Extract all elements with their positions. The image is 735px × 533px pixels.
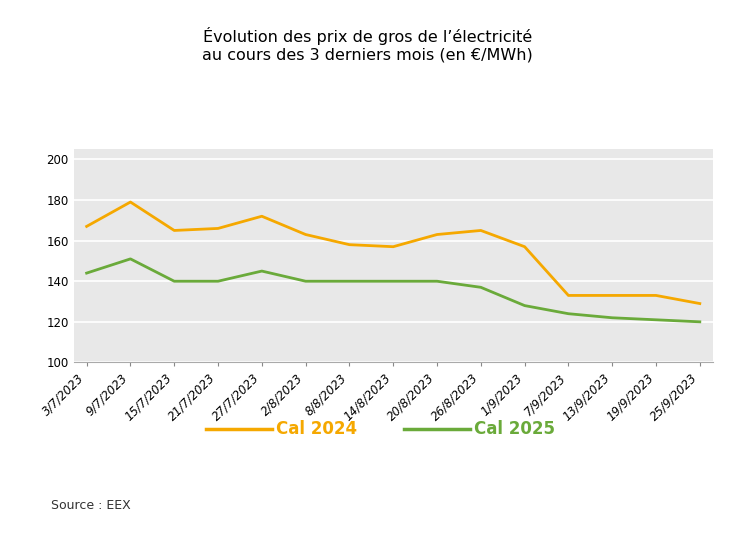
Text: Cal 2024: Cal 2024 [276, 420, 356, 438]
Text: Évolution des prix de gros de l’électricité
au cours des 3 derniers mois (en €/M: Évolution des prix de gros de l’électric… [202, 27, 533, 62]
Text: Cal 2025: Cal 2025 [474, 420, 555, 438]
Text: Source : EEX: Source : EEX [51, 499, 132, 512]
